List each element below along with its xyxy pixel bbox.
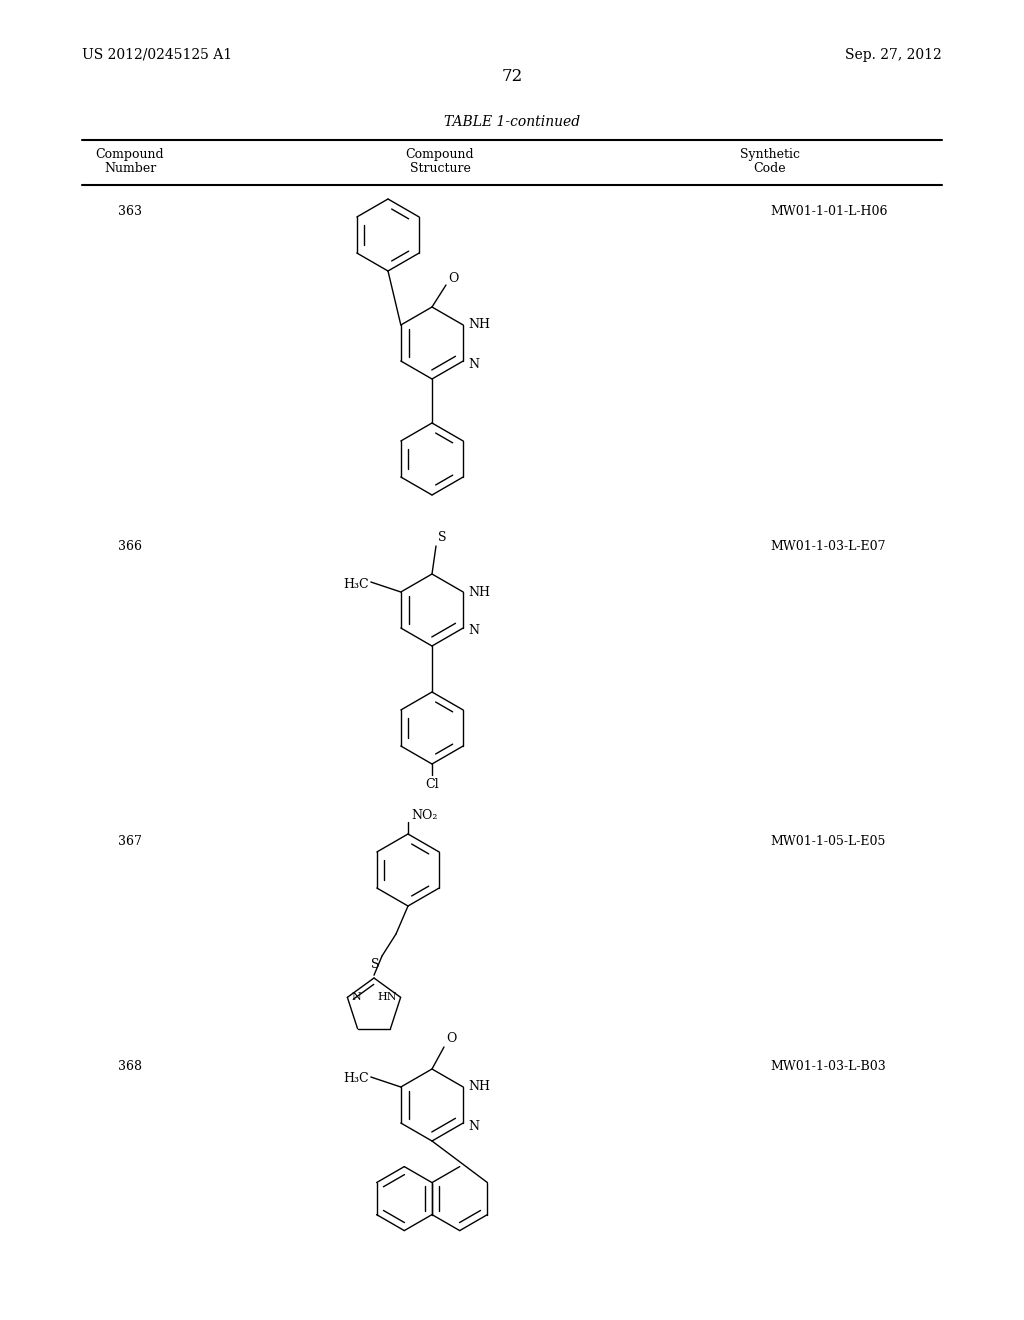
Text: N: N bbox=[468, 1119, 479, 1133]
Text: Synthetic: Synthetic bbox=[740, 148, 800, 161]
Text: US 2012/0245125 A1: US 2012/0245125 A1 bbox=[82, 48, 232, 62]
Text: 366: 366 bbox=[118, 540, 142, 553]
Text: N: N bbox=[468, 358, 479, 371]
Text: Sep. 27, 2012: Sep. 27, 2012 bbox=[845, 48, 942, 62]
Text: Cl: Cl bbox=[425, 777, 439, 791]
Text: MW01-1-01-L-H06: MW01-1-01-L-H06 bbox=[770, 205, 888, 218]
Text: 363: 363 bbox=[118, 205, 142, 218]
Text: O: O bbox=[449, 272, 459, 285]
Text: 72: 72 bbox=[502, 69, 522, 84]
Text: O: O bbox=[446, 1032, 457, 1045]
Text: S: S bbox=[438, 531, 446, 544]
Text: MW01-1-03-L-E07: MW01-1-03-L-E07 bbox=[770, 540, 886, 553]
Text: Compound: Compound bbox=[95, 148, 164, 161]
Text: MW01-1-03-L-B03: MW01-1-03-L-B03 bbox=[770, 1060, 886, 1073]
Text: MW01-1-05-L-E05: MW01-1-05-L-E05 bbox=[770, 836, 886, 847]
Text: N: N bbox=[468, 624, 479, 638]
Text: NH: NH bbox=[468, 318, 490, 331]
Text: NO₂: NO₂ bbox=[411, 809, 437, 822]
Text: TABLE 1-continued: TABLE 1-continued bbox=[444, 115, 580, 129]
Text: NH: NH bbox=[468, 1081, 490, 1093]
Text: Number: Number bbox=[103, 162, 156, 176]
Text: Structure: Structure bbox=[410, 162, 470, 176]
Text: Code: Code bbox=[754, 162, 786, 176]
Text: H₃C: H₃C bbox=[343, 1072, 369, 1085]
Text: S: S bbox=[372, 958, 380, 972]
Text: NH: NH bbox=[468, 586, 490, 598]
Text: 367: 367 bbox=[118, 836, 142, 847]
Text: HN: HN bbox=[377, 993, 396, 1002]
Text: Compound: Compound bbox=[406, 148, 474, 161]
Text: N: N bbox=[351, 993, 361, 1002]
Text: 368: 368 bbox=[118, 1060, 142, 1073]
Text: H₃C: H₃C bbox=[343, 578, 369, 590]
